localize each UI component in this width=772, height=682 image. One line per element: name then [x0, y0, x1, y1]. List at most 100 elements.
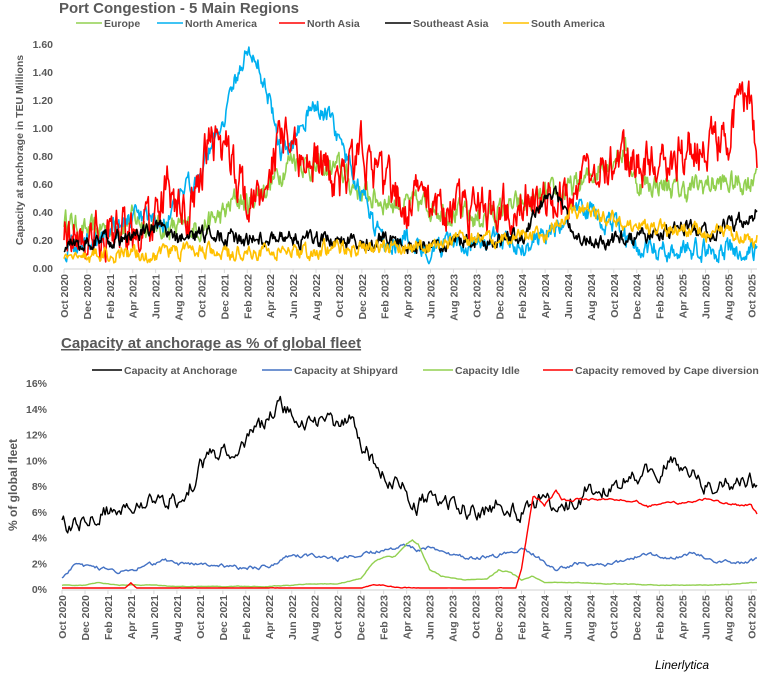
- x-tick-label: Feb 2025: [654, 595, 666, 640]
- x-tick-label: Jun 2024: [562, 595, 574, 640]
- y-axis-title: Capacity at anchorage in TEU Millions: [14, 55, 26, 245]
- x-axis: Oct 2020 Dec 2020 Feb 2021 Apr 2021 Jun 2021…: [57, 589, 758, 642]
- x-tick-label: Apr 2021: [126, 595, 138, 640]
- legend-label: Capacity at Anchorage: [124, 365, 238, 377]
- x-tick-label: Jun 2024: [563, 274, 575, 319]
- legend-item-capacity-idle: Capacity Idle: [423, 365, 520, 377]
- x-tick-label: Dec 2024: [631, 595, 643, 641]
- legend-item-north-asia: North Asia: [279, 18, 360, 30]
- y-tick-label: 0.40: [33, 207, 54, 219]
- x-tick-label: Dec 2021: [218, 595, 230, 641]
- legend-label: Capacity removed by Cape diversion: [575, 365, 759, 377]
- x-tick-label: Jun 2022: [287, 595, 299, 640]
- y-tick-label: 10%: [26, 455, 48, 467]
- y-tick-label: 6%: [32, 507, 48, 519]
- y-tick-label: 0.60: [33, 179, 54, 191]
- x-tick-label: Jun 2021: [151, 274, 163, 319]
- x-tick-label: Aug 2021: [172, 595, 184, 642]
- y-axis-title: % of global fleet: [6, 439, 20, 531]
- x-tick-label: Aug 2025: [723, 274, 735, 321]
- x-tick-label: Jun 2025: [700, 274, 712, 319]
- legend-label: Europe: [104, 18, 140, 30]
- x-tick-label: Feb 2022: [242, 274, 254, 319]
- x-tick-label: Feb 2022: [241, 595, 253, 640]
- x-tick-label: Aug 2022: [311, 274, 323, 321]
- y-tick-label: 0.20: [33, 235, 54, 247]
- x-tick-label: Dec 2021: [219, 274, 231, 320]
- x-tick-label: Oct 2020: [59, 274, 71, 318]
- x-tick-label: Apr 2023: [402, 595, 414, 640]
- y-tick-label: 0.80: [33, 151, 54, 163]
- y-tick-label: 0.00: [33, 263, 54, 275]
- x-tick-label: Oct 2021: [195, 595, 207, 639]
- x-tick-label: Oct 2024: [609, 274, 621, 318]
- x-tick-label: Aug 2024: [586, 274, 598, 321]
- x-tick-label: Dec 2023: [494, 274, 506, 320]
- chart-title: Port Congestion - 5 Main Regions: [59, 0, 299, 17]
- x-tick-label: Oct 2025: [746, 595, 758, 639]
- series-line-capacity-removed-by-cape-diversion: [62, 489, 758, 589]
- x-tick-label: Dec 2020: [80, 595, 92, 641]
- y-tick-label: 1.00: [33, 123, 54, 135]
- y-tick-label: 0%: [32, 584, 48, 596]
- x-tick-label: Jun 2023: [425, 595, 437, 640]
- legend-item-capacity-at-shipyard: Capacity at Shipyard: [262, 365, 398, 377]
- series-line-capacity-idle: [61, 539, 757, 588]
- x-tick-label: Aug 2023: [448, 595, 460, 642]
- x-tick-label: Apr 2022: [264, 595, 276, 640]
- x-tick-label: Oct 2022: [333, 595, 345, 639]
- series-line-capacity-at-shipyard: [61, 543, 758, 579]
- x-tick-label: Aug 2024: [585, 595, 597, 642]
- x-tick-label: Feb 2023: [379, 595, 391, 640]
- x-tick-label: Feb 2023: [380, 274, 392, 319]
- legend-label: North America: [185, 18, 257, 30]
- x-tick-label: Dec 2023: [494, 595, 506, 641]
- y-tick-label: 14%: [26, 404, 48, 416]
- x-tick-label: Oct 2021: [196, 274, 208, 318]
- chart-title: Capacity at anchorage as % of global fle…: [61, 335, 361, 352]
- x-axis: Oct 2020 Dec 2020 Feb 2021 Apr 2021 Jun 2021…: [59, 268, 758, 321]
- x-tick-label: Apr 2024: [539, 595, 551, 640]
- legend-label: North Asia: [307, 18, 360, 30]
- legend-item-southeast-asia: Southeast Asia: [385, 18, 489, 30]
- y-tick-label: 12%: [26, 430, 48, 442]
- y-axis: 0.00 0.20 0.40 0.60 0.80 1.00 1.20 1.40 1.60: [33, 39, 54, 275]
- series-line-south-america: [63, 202, 758, 264]
- x-tick-label: Feb 2021: [103, 595, 115, 640]
- y-tick-label: 8%: [32, 481, 48, 493]
- x-tick-label: Feb 2024: [517, 595, 529, 640]
- legend-label: South America: [531, 18, 605, 30]
- y-tick-label: 4%: [32, 533, 48, 545]
- x-tick-label: Jun 2022: [288, 274, 300, 319]
- legend-item-europe: Europe: [76, 18, 140, 30]
- y-tick-label: 2%: [32, 558, 48, 570]
- x-tick-label: Aug 2021: [174, 274, 186, 321]
- x-tick-label: Dec 2022: [357, 274, 369, 320]
- x-tick-label: Feb 2024: [517, 274, 529, 319]
- x-tick-label: Dec 2020: [82, 274, 94, 320]
- plot-area: [61, 395, 758, 589]
- series-line-north-asia: [63, 80, 758, 263]
- legend-item-capacity-at-anchorage: Capacity at Anchorage: [92, 365, 238, 377]
- y-axis: 0% 2% 4% 6% 8% 10% 12% 14% 16%: [26, 378, 48, 596]
- x-tick-label: Aug 2023: [448, 274, 460, 321]
- series-line-europe: [63, 136, 758, 243]
- x-tick-label: Dec 2024: [632, 274, 644, 320]
- x-tick-label: Apr 2022: [265, 274, 277, 319]
- legend-label: Southeast Asia: [413, 18, 489, 30]
- x-tick-label: Oct 2020: [57, 595, 69, 639]
- x-tick-label: Jun 2025: [700, 595, 712, 640]
- legend-item-south-america: South America: [503, 18, 605, 30]
- legend-item-north-america: North America: [157, 18, 257, 30]
- legend-label: Capacity Idle: [455, 365, 520, 377]
- x-tick-label: Feb 2025: [655, 274, 667, 319]
- plot-area: [63, 46, 758, 265]
- x-tick-label: Jun 2021: [149, 595, 161, 640]
- x-tick-label: Apr 2021: [128, 274, 140, 319]
- x-tick-label: Feb 2021: [105, 274, 117, 319]
- x-tick-label: Aug 2025: [723, 595, 735, 642]
- y-tick-label: 1.40: [33, 67, 54, 79]
- legend-label: Capacity at Shipyard: [294, 365, 398, 377]
- y-tick-label: 16%: [26, 378, 48, 390]
- legend: Capacity at Anchorage Capacity at Shipyar…: [92, 365, 759, 377]
